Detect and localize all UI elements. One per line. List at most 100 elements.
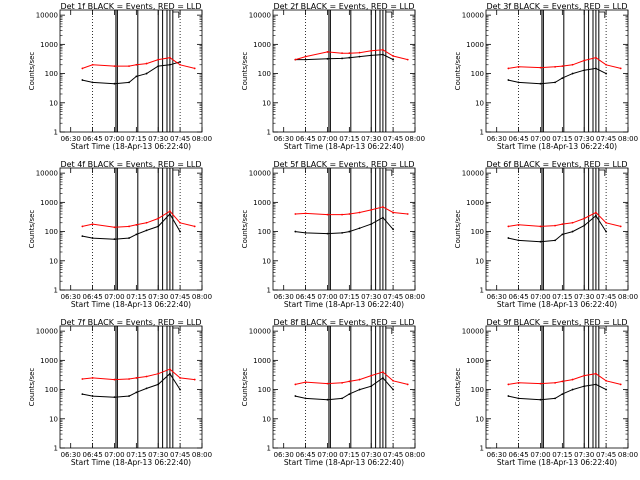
- data-point-events: [517, 81, 520, 84]
- x-tick-label: 08:00: [192, 135, 212, 143]
- plot-frame: [272, 167, 416, 291]
- marker-flag: [385, 169, 393, 176]
- x-tick-label: 07:00: [317, 293, 337, 301]
- x-tick-label: 08:00: [405, 135, 425, 143]
- data-point-events: [571, 230, 574, 233]
- series-line-events: [295, 216, 394, 235]
- data-point-lld: [517, 381, 520, 384]
- data-point-lld: [392, 55, 395, 57]
- series-line-lld: [82, 57, 195, 69]
- x-tick-label: 06:30: [487, 293, 507, 301]
- data-point-events: [304, 397, 307, 400]
- data-point-lld: [619, 67, 622, 70]
- y-axis-label: Counts/sec: [28, 368, 36, 407]
- data-point-lld: [517, 223, 520, 226]
- data-point-events: [517, 397, 520, 400]
- data-point-lld: [179, 63, 182, 66]
- data-point-events: [169, 213, 171, 215]
- x-tick-label: 07:00: [530, 451, 550, 459]
- data-point-events: [91, 395, 94, 397]
- y-tick-label: 1000: [253, 199, 271, 207]
- x-tick-label: 07:45: [383, 293, 403, 301]
- data-point-lld: [135, 377, 138, 379]
- series-line-lld: [82, 210, 195, 228]
- x-tick-label: 06:45: [295, 451, 315, 459]
- data-point-lld: [595, 372, 597, 375]
- data-point-events: [326, 232, 329, 235]
- data-point-lld: [358, 378, 361, 381]
- chart-panel-4: Det 4f BLACK = Events, RED = LLD 1 10 100 10…: [28, 160, 212, 309]
- data-point-lld: [406, 213, 409, 215]
- marker-flag: [172, 169, 180, 176]
- data-point-lld: [605, 63, 608, 66]
- x-tick-label: 07:30: [148, 135, 168, 143]
- data-point-events: [595, 67, 597, 70]
- x-tick-label: 07:30: [574, 451, 594, 459]
- data-point-events: [507, 395, 510, 397]
- data-point-lld: [507, 67, 510, 70]
- data-point-lld: [169, 56, 171, 59]
- data-point-lld: [554, 65, 556, 68]
- x-tick-label: 06:30: [61, 293, 81, 301]
- x-tick-label: 07:30: [574, 293, 594, 301]
- x-tick-label: 06:45: [82, 451, 102, 459]
- data-point-lld: [91, 377, 94, 379]
- data-point-events: [128, 395, 130, 397]
- data-point-lld: [561, 65, 564, 68]
- x-tick-label: 08:00: [192, 451, 212, 459]
- x-tick-label: 07:45: [596, 135, 616, 143]
- x-tick-label: 08:00: [618, 135, 638, 143]
- data-point-events: [605, 388, 608, 391]
- data-point-lld: [382, 205, 384, 208]
- x-tick-label: 07:15: [339, 135, 359, 143]
- data-point-lld: [179, 377, 182, 379]
- data-point-events: [571, 388, 574, 391]
- chart-title: Det 1f BLACK = Events, RED = LLD: [60, 2, 201, 11]
- data-point-lld: [145, 221, 148, 224]
- data-point-events: [583, 224, 586, 227]
- y-tick-label: 10000: [462, 328, 484, 336]
- y-tick-label: 1000: [466, 357, 484, 365]
- plot-frame: [272, 9, 416, 133]
- data-point-lld: [113, 226, 116, 229]
- data-point-events: [304, 232, 307, 234]
- data-point-lld: [382, 48, 384, 51]
- data-point-events: [341, 232, 343, 234]
- y-axis-label: Counts/sec: [28, 210, 36, 249]
- x-tick-label: 07:15: [339, 451, 359, 459]
- data-point-lld: [113, 65, 116, 68]
- y-tick-label: 1: [267, 287, 271, 295]
- data-point-events: [157, 383, 160, 386]
- data-point-lld: [341, 213, 343, 216]
- data-point-lld: [583, 59, 586, 62]
- data-point-lld: [145, 375, 148, 378]
- data-point-events: [145, 387, 148, 390]
- x-tick-label: 07:00: [530, 135, 550, 143]
- data-point-lld: [619, 225, 622, 228]
- x-tick-label: 07:30: [361, 135, 381, 143]
- y-tick-label: 10: [262, 99, 271, 107]
- data-point-events: [294, 395, 297, 397]
- data-point-events: [135, 391, 138, 394]
- data-point-events: [554, 81, 556, 84]
- x-tick-label: 07:15: [126, 293, 146, 301]
- x-tick-label: 08:00: [192, 293, 212, 301]
- data-point-lld: [169, 368, 171, 371]
- y-tick-label: 1: [54, 129, 58, 137]
- data-point-events: [392, 58, 395, 61]
- x-tick-label: 06:30: [274, 451, 294, 459]
- data-point-events: [358, 227, 361, 230]
- y-tick-label: 10: [262, 257, 271, 265]
- series-line-lld: [295, 206, 408, 216]
- data-point-events: [539, 398, 542, 401]
- data-point-events: [554, 397, 556, 400]
- data-point-events: [135, 75, 138, 78]
- x-tick-label: 07:00: [104, 451, 124, 459]
- y-axis-label: Counts/sec: [454, 210, 462, 249]
- data-point-events: [370, 223, 373, 226]
- data-point-lld: [348, 380, 351, 383]
- data-point-lld: [605, 221, 608, 224]
- y-tick-label: 1000: [40, 41, 58, 49]
- data-point-lld: [554, 224, 556, 227]
- data-point-events: [169, 372, 171, 375]
